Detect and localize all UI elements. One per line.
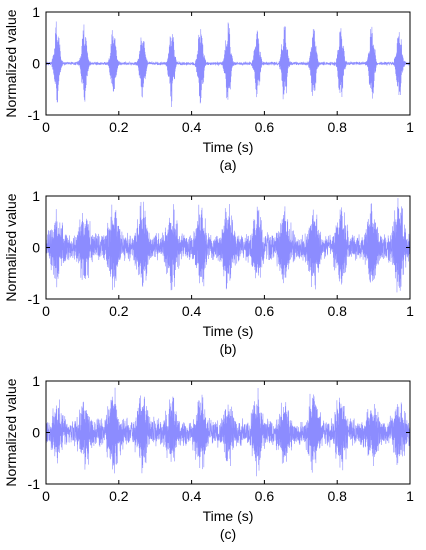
y-axis-label: Normalized value	[3, 9, 19, 117]
x-tick-label: 0.8	[327, 303, 347, 319]
x-tick-label: 0.2	[109, 303, 129, 319]
x-axis-label: Time (s)	[203, 323, 254, 339]
x-tick-label: 1	[406, 119, 414, 135]
x-tick-label: 0.8	[327, 488, 347, 504]
y-tick-label: 1	[32, 4, 40, 20]
y-tick-label: 1	[32, 188, 40, 204]
panel-label: (c)	[220, 526, 236, 542]
x-tick-label: 0.6	[255, 303, 275, 319]
y-tick-label: 1	[32, 373, 40, 389]
panel-label: (a)	[219, 157, 236, 173]
x-tick-label: 0.6	[255, 119, 275, 135]
y-tick-label: -1	[28, 107, 41, 123]
x-tick-label: 1	[406, 303, 414, 319]
x-tick-label: 0	[42, 488, 50, 504]
x-tick-label: 0.8	[327, 119, 347, 135]
y-tick-label: -1	[28, 291, 41, 307]
x-tick-label: 1	[406, 488, 414, 504]
y-tick-label: -1	[28, 476, 41, 492]
panel-label: (b)	[219, 341, 236, 357]
x-tick-label: 0.4	[182, 119, 202, 135]
x-tick-label: 0	[42, 119, 50, 135]
signal-series	[45, 387, 411, 477]
x-tick-label: 0.2	[109, 119, 129, 135]
x-tick-label: 0.6	[255, 488, 275, 504]
x-tick-label: 0.4	[182, 488, 202, 504]
x-tick-label: 0.2	[109, 488, 129, 504]
x-tick-label: 0.4	[182, 303, 202, 319]
x-axis-label: Time (s)	[203, 508, 254, 524]
x-tick-label: 0	[42, 303, 50, 319]
signal-series	[45, 21, 411, 108]
y-axis-label: Normalized value	[3, 378, 19, 486]
y-tick-label: 0	[32, 56, 40, 72]
signal-series	[45, 197, 411, 293]
y-axis-label: Normalized value	[3, 193, 19, 301]
y-tick-label: 0	[32, 240, 40, 256]
x-axis-label: Time (s)	[203, 139, 254, 155]
y-tick-label: 0	[32, 425, 40, 441]
